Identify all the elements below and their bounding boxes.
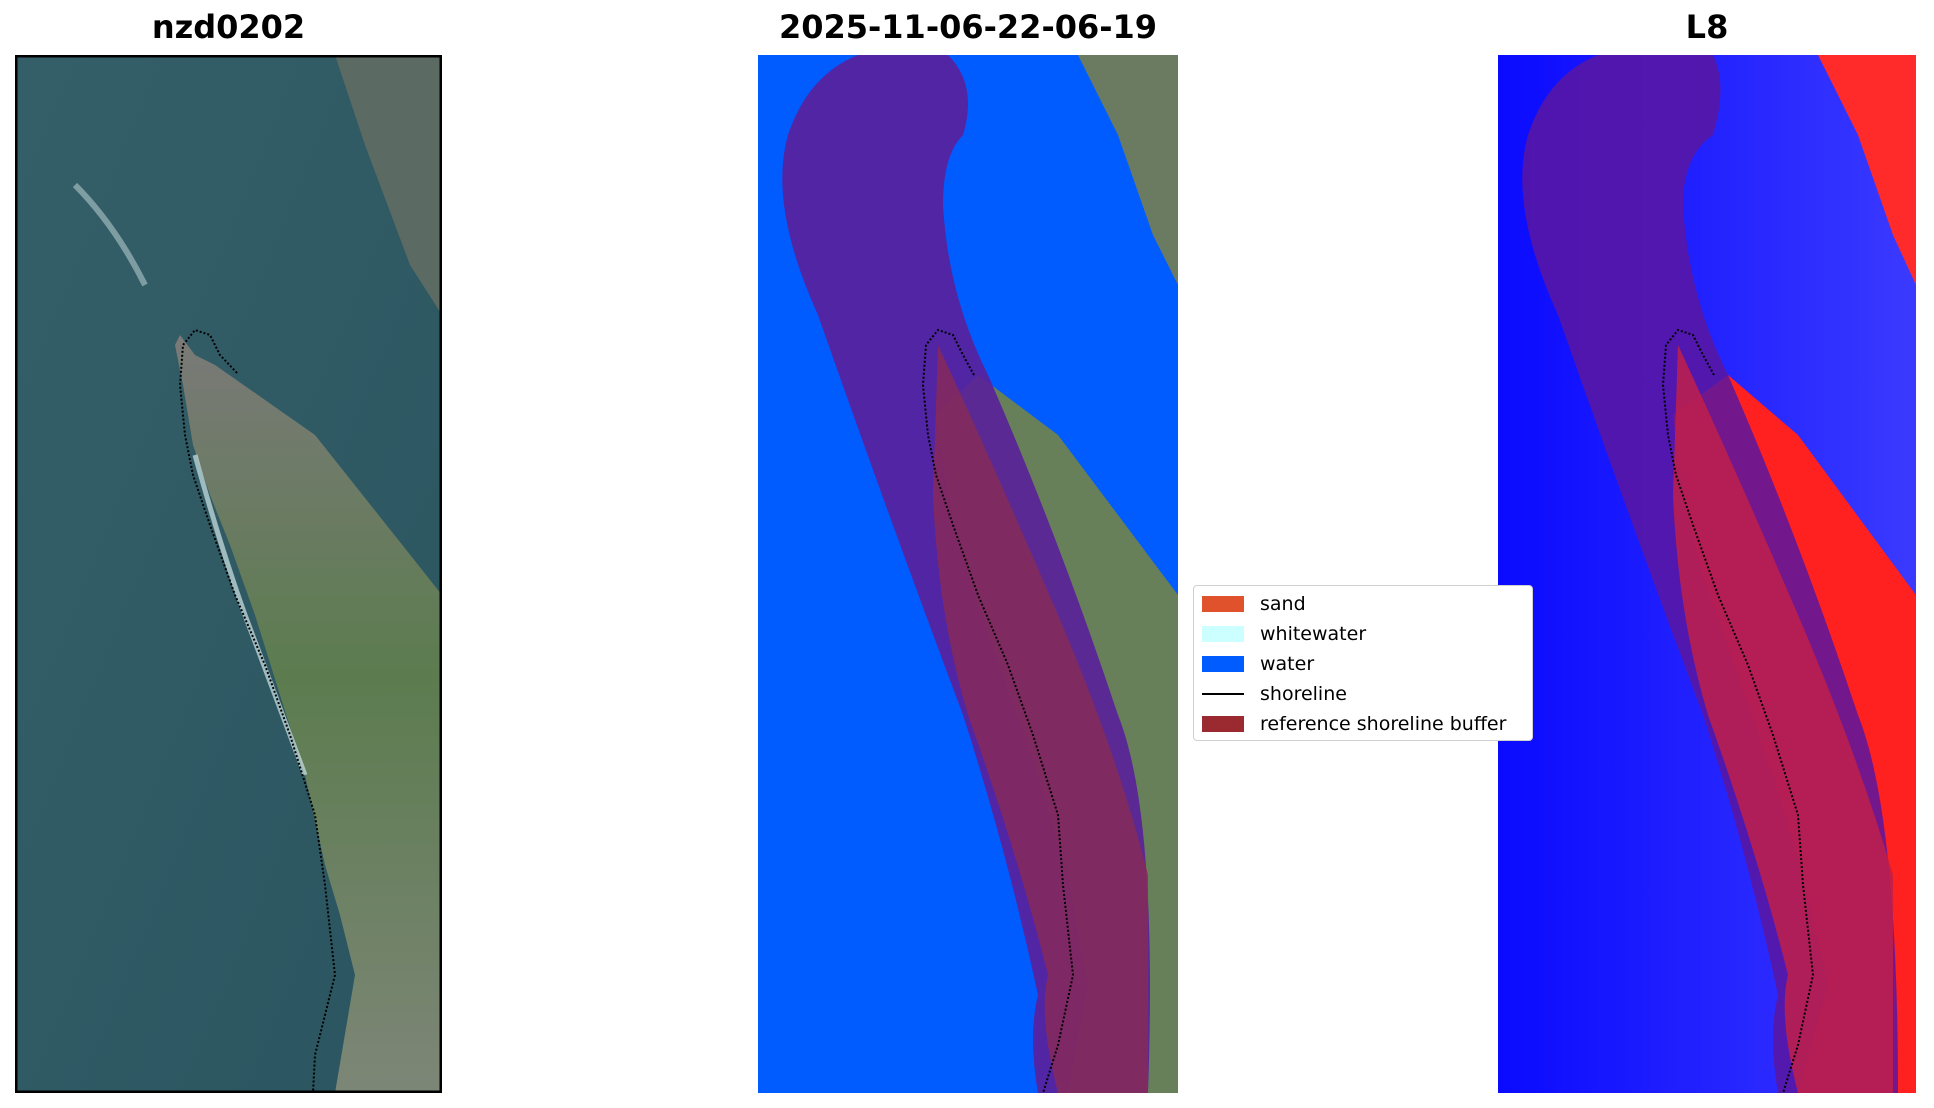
sand-swatch	[1202, 596, 1244, 612]
panel-title-index: L8	[1685, 8, 1729, 46]
index-image-panel	[1498, 55, 1916, 1093]
shoreline-index	[1661, 328, 1815, 1093]
panel-title-classified: 2025-11-06-22-06-19	[778, 8, 1158, 46]
legend-label: shoreline	[1260, 683, 1347, 705]
legend-label: whitewater	[1260, 623, 1367, 645]
rgb-image-panel	[15, 55, 442, 1093]
legend-label: reference shoreline buffer	[1260, 713, 1507, 735]
water-swatch	[1202, 656, 1244, 672]
legend-item-water: water	[1202, 652, 1314, 676]
legend: sand whitewater water shoreline referenc…	[1193, 585, 1533, 741]
classified-image-panel	[758, 55, 1178, 1093]
whitewater-swatch	[1202, 626, 1244, 642]
shoreline-swatch	[1202, 693, 1244, 695]
land-region	[1078, 55, 1178, 285]
legend-label: sand	[1260, 593, 1306, 615]
legend-item-sand: sand	[1202, 592, 1306, 616]
shoreline-rgb	[178, 328, 337, 1093]
reference-buffer-swatch	[1202, 716, 1244, 732]
legend-label: water	[1260, 653, 1315, 675]
panel-title-rgb: nzd0202	[151, 8, 306, 46]
legend-item-shoreline: shoreline	[1202, 682, 1347, 706]
legend-item-reference-buffer: reference shoreline buffer	[1202, 712, 1506, 736]
legend-item-whitewater: whitewater	[1202, 622, 1366, 646]
shoreline-classified	[921, 328, 1075, 1093]
far-coast	[335, 55, 442, 315]
peninsula-land	[175, 335, 442, 1093]
